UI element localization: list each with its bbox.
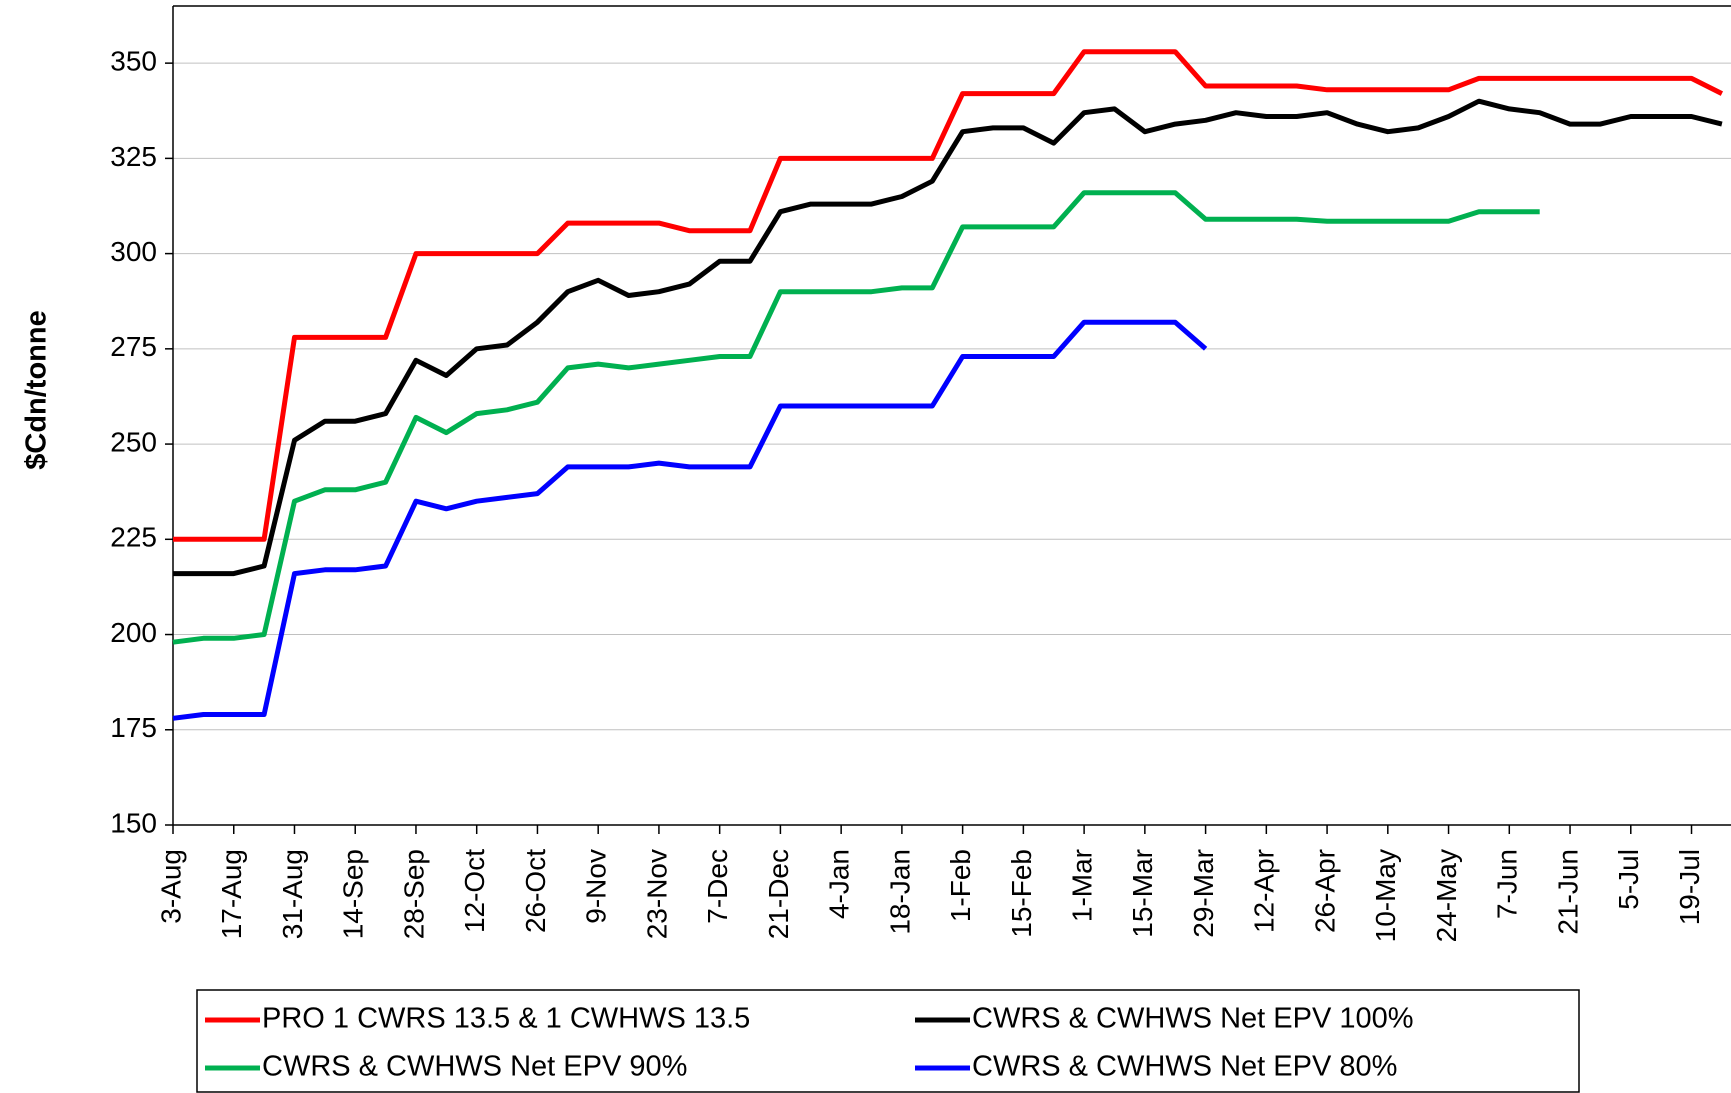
y-tick-label: 325 bbox=[110, 141, 157, 172]
x-tick-label: 23-Nov bbox=[641, 849, 672, 939]
y-tick-label: 175 bbox=[110, 712, 157, 743]
x-tick-label: 12-Oct bbox=[459, 849, 490, 933]
x-tick-label: 12-Apr bbox=[1249, 849, 1280, 933]
x-tick-label: 31-Aug bbox=[277, 849, 308, 939]
x-tick-label: 21-Dec bbox=[763, 849, 794, 939]
y-axis-label: $Cdn/tonne bbox=[21, 310, 53, 470]
x-tick-label: 24-May bbox=[1431, 849, 1462, 942]
x-tick-label: 3-Aug bbox=[155, 849, 186, 924]
x-tick-label: 26-Apr bbox=[1309, 849, 1340, 933]
x-tick-label: 14-Sep bbox=[338, 849, 369, 939]
y-tick-label: 250 bbox=[110, 426, 157, 457]
x-tick-label: 15-Mar bbox=[1127, 849, 1158, 938]
y-tick-label: 350 bbox=[110, 46, 157, 77]
x-tick-label: 28-Sep bbox=[398, 849, 429, 939]
x-tick-label: 17-Aug bbox=[216, 849, 247, 939]
x-tick-label: 29-Mar bbox=[1188, 849, 1219, 938]
x-tick-label: 5-Jul bbox=[1613, 849, 1644, 910]
y-tick-label: 225 bbox=[110, 522, 157, 553]
y-tick-label: 150 bbox=[110, 807, 157, 838]
series-line bbox=[173, 98, 1723, 577]
x-tick-label: 21-Jun bbox=[1552, 849, 1583, 935]
y-tick-label: 275 bbox=[110, 331, 157, 362]
legend-label: PRO 1 CWRS 13.5 & 1 CWHWS 13.5 bbox=[262, 1003, 750, 1035]
x-tick-label: 15-Feb bbox=[1006, 849, 1037, 938]
legend-label: CWRS & CWHWS Net EPV 100% bbox=[972, 1003, 1414, 1035]
series-line bbox=[172, 319, 1208, 721]
x-tick-label: 1-Mar bbox=[1067, 849, 1098, 922]
x-tick-label: 7-Jun bbox=[1492, 849, 1523, 919]
y-tick-label: 300 bbox=[110, 236, 157, 267]
legend-label: CWRS & CWHWS Net EPV 80% bbox=[972, 1051, 1397, 1083]
x-tick-label: 1-Feb bbox=[945, 849, 976, 922]
series-line bbox=[173, 49, 1724, 542]
x-tick-label: 18-Jan bbox=[884, 849, 915, 935]
y-tick-label: 200 bbox=[110, 617, 157, 648]
legend-box bbox=[196, 989, 1580, 1093]
legend-label: CWRS & CWHWS Net EPV 90% bbox=[262, 1051, 687, 1083]
x-tick-label: 10-May bbox=[1370, 849, 1401, 942]
x-tick-label: 7-Dec bbox=[702, 849, 733, 924]
x-tick-label: 4-Jan bbox=[824, 849, 855, 919]
x-tick-label: 26-Oct bbox=[520, 849, 551, 933]
series-line bbox=[172, 190, 1540, 645]
x-tick-label: 19-Jul bbox=[1674, 849, 1705, 925]
x-tick-label: 9-Nov bbox=[581, 849, 612, 924]
